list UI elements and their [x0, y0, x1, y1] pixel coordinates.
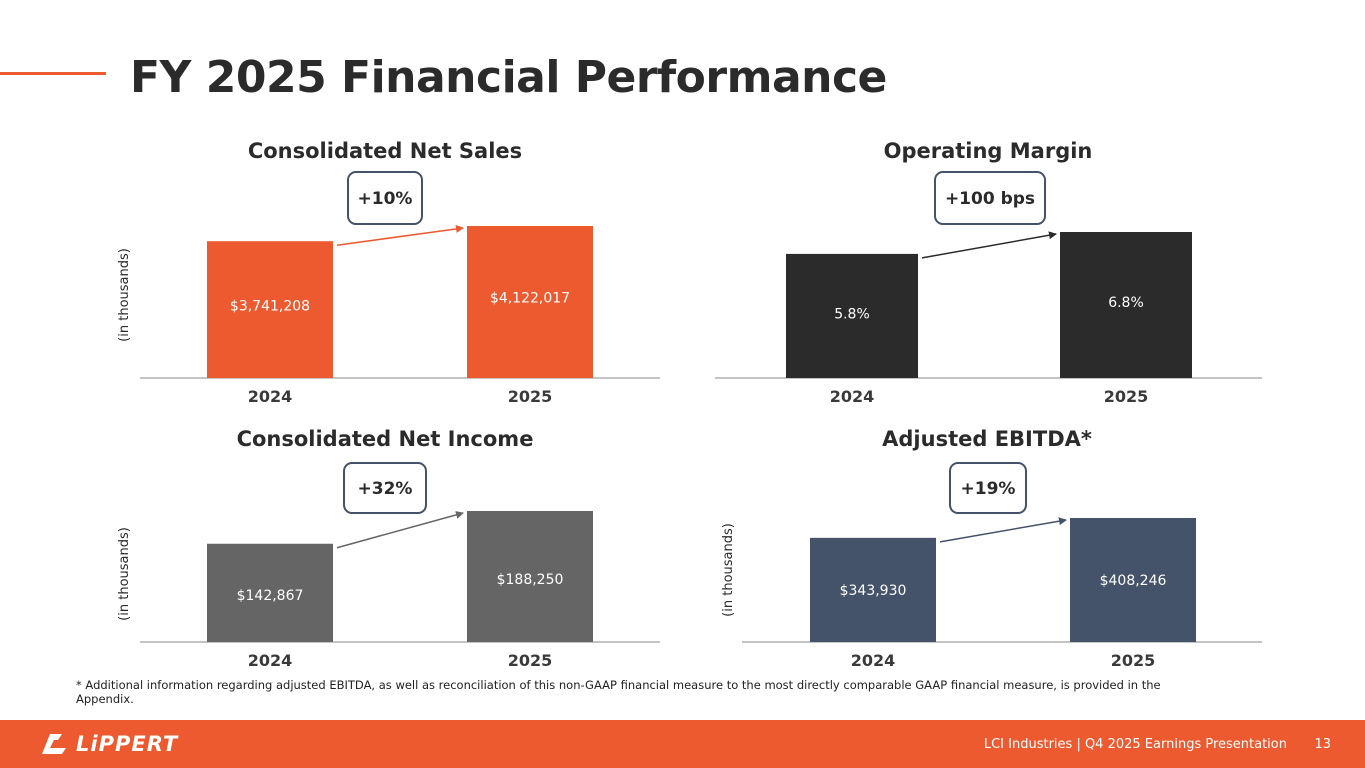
chart-title: Operating Margin	[884, 139, 1093, 163]
category-label: 2024	[830, 387, 875, 406]
bar-2024	[207, 241, 333, 378]
bar-value-label: $142,867	[237, 588, 304, 604]
growth-arrow	[939, 517, 1067, 543]
bar-value-label: $3,741,208	[230, 298, 310, 314]
bar-value-label: 5.8%	[834, 306, 870, 322]
lippert-logo-icon	[42, 734, 66, 754]
growth-arrow	[336, 224, 464, 246]
growth-arrow	[336, 511, 464, 549]
y-axis-label: (in thousands)	[721, 523, 736, 617]
bar-value-label: $188,250	[497, 572, 564, 588]
page-number: 13	[1314, 737, 1331, 752]
bar-2024	[786, 253, 918, 378]
presentation-title: LCI Industries | Q4 2025 Earnings Presen…	[983, 737, 1287, 752]
page-title: FY 2025 Financial Performance	[130, 52, 887, 103]
bar-value-label: $408,246	[1100, 573, 1167, 589]
bar-2025	[467, 226, 593, 378]
category-label: 2025	[508, 387, 553, 406]
chart-title: Consolidated Net Sales	[248, 139, 522, 163]
net-income-chart: Consolidated Net Income (in thousands) $14…	[117, 427, 660, 670]
change-badge	[343, 462, 427, 514]
category-label: 2024	[851, 651, 896, 670]
y-axis-label: (in thousands)	[117, 527, 132, 621]
operating-margin-chart: Operating Margin 5.8% 2024 6.8% 2025 +100 bps	[715, 139, 1262, 406]
bar-value-label: 6.8%	[1108, 295, 1144, 311]
growth-arrow	[921, 231, 1057, 259]
change-badge	[347, 171, 423, 225]
title-accent-line	[0, 72, 106, 75]
category-label: 2025	[1104, 387, 1149, 406]
bar-2024	[810, 537, 936, 642]
bar-2025	[467, 511, 593, 642]
change-badge	[949, 462, 1027, 514]
footnote: * Additional information regarding adjus…	[76, 678, 1161, 706]
change-badge-label: +100 bps	[945, 189, 1035, 209]
bar-value-label: $343,930	[840, 583, 907, 599]
bar-2025	[1060, 232, 1192, 378]
category-label: 2025	[508, 651, 553, 670]
change-badge-label: +10%	[358, 189, 413, 209]
change-badge-label: +32%	[358, 479, 413, 499]
bar-value-label: $4,122,017	[490, 290, 570, 306]
adjusted-ebitda-chart: Adjusted EBITDA* (in thousands) $343,930 20…	[721, 427, 1262, 670]
footer-bar: LiPPERT LCI Industries | Q4 2025 Earning…	[0, 720, 1365, 768]
change-badge-label: +19%	[961, 479, 1016, 499]
bar-2025	[1070, 518, 1196, 642]
y-axis-label: (in thousands)	[117, 248, 132, 342]
chart-title: Adjusted EBITDA*	[882, 427, 1092, 451]
logo-text: LiPPERT	[76, 732, 179, 756]
category-label: 2024	[248, 387, 293, 406]
change-badge	[934, 171, 1046, 225]
lippert-logo: LiPPERT	[40, 730, 178, 758]
net-sales-chart: Consolidated Net Sales (in thousands) $3,7…	[117, 139, 660, 406]
bar-2024	[207, 543, 333, 642]
category-label: 2025	[1111, 651, 1156, 670]
category-label: 2024	[248, 651, 293, 670]
chart-title: Consolidated Net Income	[237, 427, 534, 451]
